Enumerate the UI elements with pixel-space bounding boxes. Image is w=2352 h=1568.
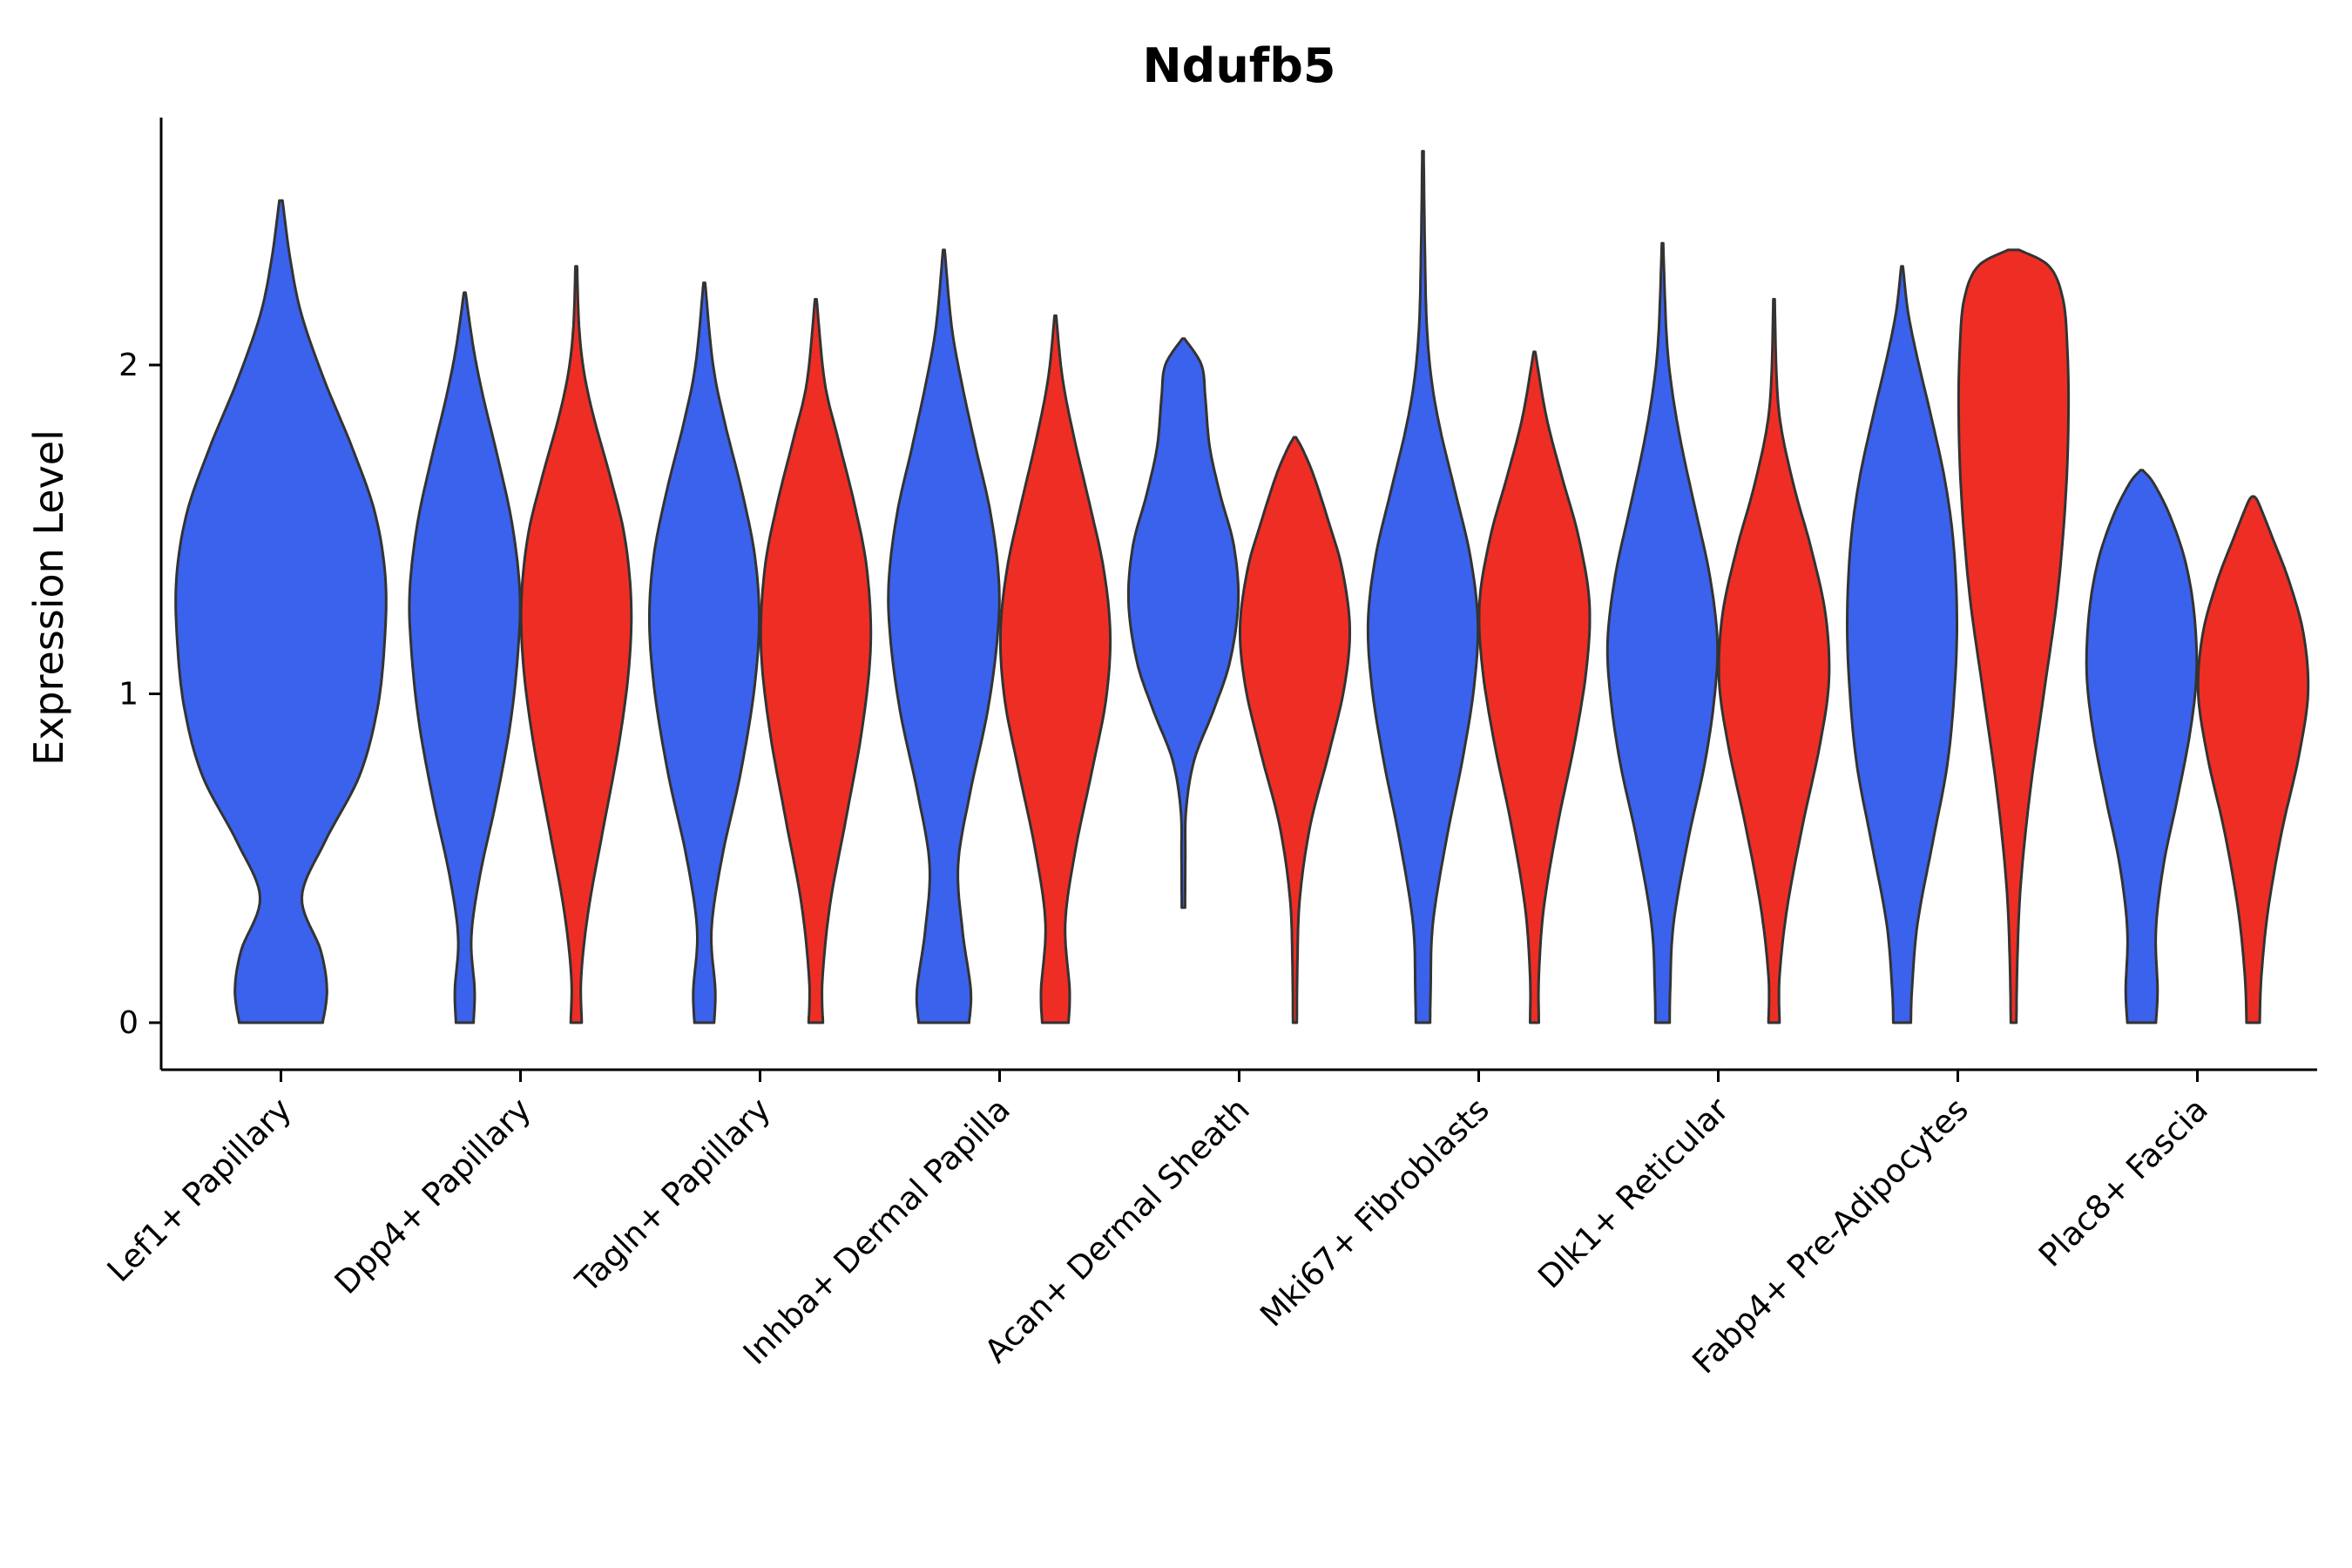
- x-tick-label: Dlk1+ Reticular: [1531, 1090, 1736, 1295]
- chart-title: Ndufb5: [1142, 38, 1336, 93]
- x-tick-label: Mki67+ Fibroblasts: [1253, 1091, 1497, 1335]
- violin-acan+-group-2: [1239, 436, 1351, 1024]
- violin-mki67+-group-1: [1366, 150, 1480, 1024]
- violin-dpp4+-group-1: [408, 291, 522, 1024]
- violin-fabp4+-group-1: [1846, 265, 1958, 1024]
- violin-fabp4+-group-2: [1957, 248, 2071, 1024]
- violin-tagln+-group-1: [648, 281, 760, 1024]
- y-tick-label: 2: [118, 348, 139, 383]
- violin-inhba+-group-1: [887, 248, 1001, 1024]
- violin-lef1+-group-1: [174, 199, 388, 1024]
- x-tick-label: Dpp4+ Papillary: [328, 1091, 538, 1301]
- y-tick-label: 1: [118, 677, 139, 713]
- violin-acan+-group-1: [1126, 337, 1240, 909]
- y-tick-label: 0: [118, 1005, 139, 1041]
- x-tick-label: Fabp4+ Pre-Adipocytes: [1685, 1091, 1975, 1381]
- violin-inhba+-group-2: [998, 314, 1112, 1024]
- x-tick-label: Inhba+ Dermal Papilla: [736, 1091, 1017, 1372]
- violin-dpp4+-group-2: [519, 265, 633, 1024]
- violin-mki67+-group-2: [1477, 350, 1592, 1024]
- violin-tagln+-group-2: [759, 298, 873, 1024]
- violin-plac8+-group-2: [2196, 495, 2310, 1024]
- x-tick-label: Acan+ Dermal Sheath: [977, 1091, 1257, 1370]
- x-tick-label: Tagln+ Papillary: [568, 1091, 778, 1301]
- violin-plac8+-group-1: [2085, 469, 2199, 1024]
- violin-dlk1+-group-1: [1605, 241, 1720, 1024]
- x-tick-label: Plac8+ Fascia: [2031, 1091, 2215, 1274]
- x-tick-label: Lef1+ Papillary: [100, 1091, 299, 1289]
- violin-dlk1+-group-2: [1717, 298, 1831, 1024]
